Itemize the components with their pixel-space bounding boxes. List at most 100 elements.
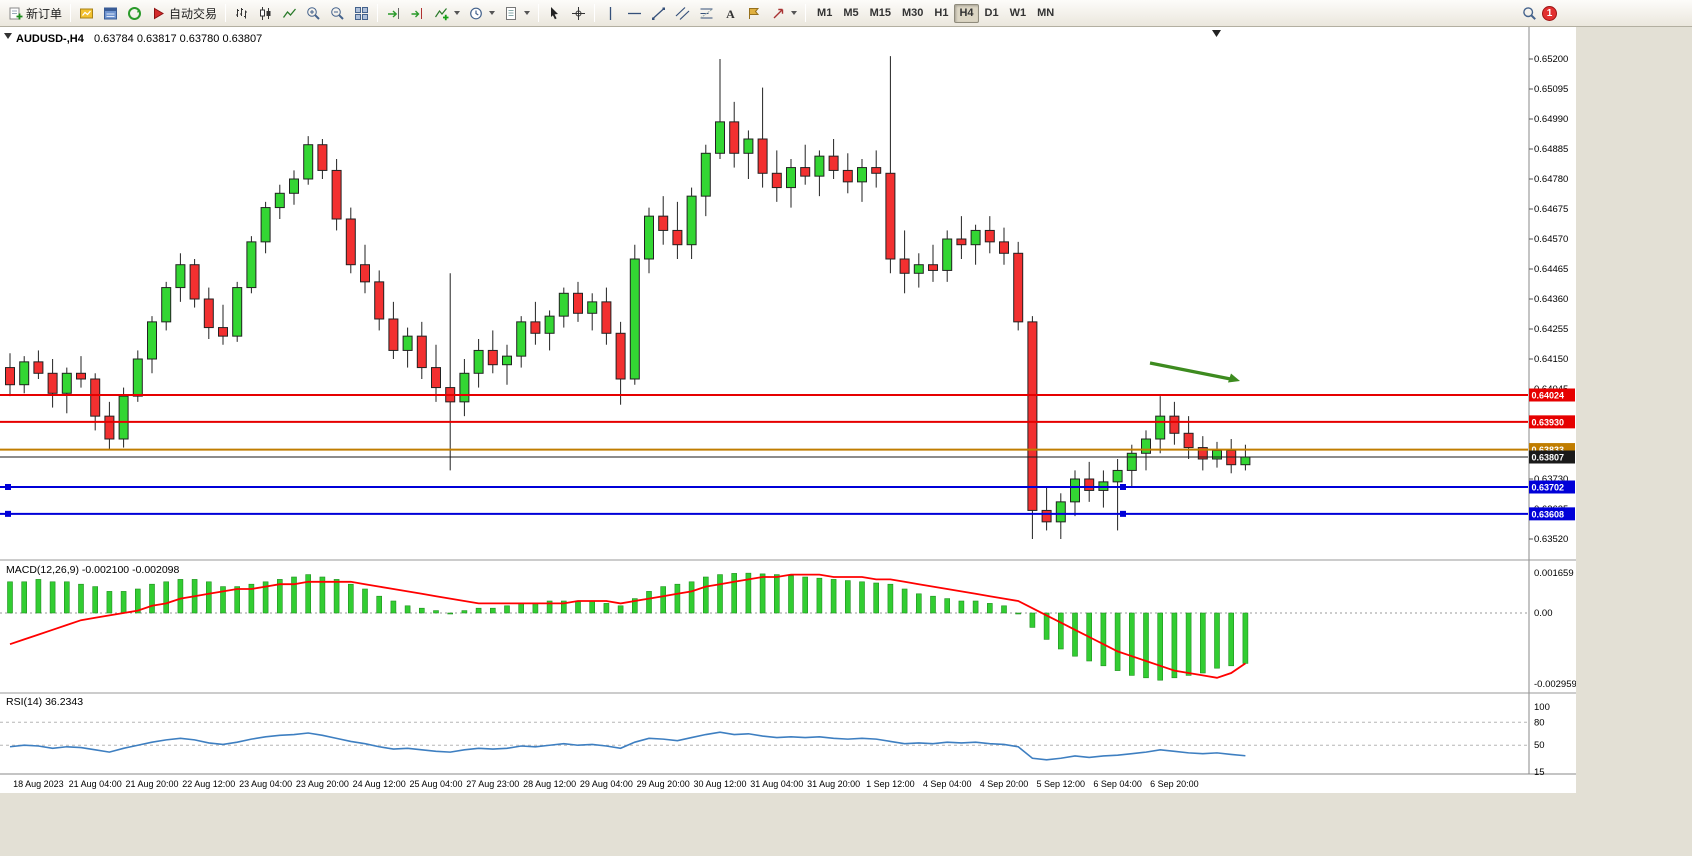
candles <box>5 56 1251 539</box>
price-chart[interactable]: AUDUSD-,H4 0.63784 0.63817 0.63780 0.6380… <box>0 27 1577 793</box>
navigator-icon <box>104 7 118 19</box>
timeframe-button-m15[interactable]: M15 <box>869 7 891 19</box>
trend-arrow-head <box>1228 373 1240 383</box>
dropdown-caret <box>489 11 496 15</box>
trend-arrow[interactable] <box>1149 361 1234 382</box>
text-button[interactable]: A <box>719 3 742 24</box>
price-badge <box>1529 415 1575 429</box>
svg-text:50: 50 <box>1534 740 1545 751</box>
time-axis-label: 27 Aug 23:00 <box>466 779 519 789</box>
price-tick-label: 0.63730 <box>1534 474 1568 485</box>
timeframe-button-h1[interactable]: H1 <box>934 7 949 19</box>
hline-handle[interactable] <box>1120 484 1126 491</box>
svg-text:15: 15 <box>1534 767 1545 778</box>
price-tick-label: 0.63520 <box>1534 534 1568 545</box>
cursor-icon <box>551 6 559 19</box>
dropdown-caret <box>454 11 461 15</box>
toolbar-separator <box>594 4 596 22</box>
candlestick-chart-type-button[interactable] <box>254 3 277 24</box>
price-badge <box>1529 388 1575 402</box>
channel-button[interactable] <box>671 3 694 24</box>
cursor-button[interactable] <box>543 3 566 24</box>
timeframe-button-m30[interactable]: M30 <box>902 7 924 19</box>
zoom-in-button[interactable] <box>302 3 325 24</box>
indicators-icon <box>435 7 449 20</box>
zoom-out-button[interactable] <box>326 3 349 24</box>
chart-shift-icon <box>411 7 423 19</box>
bottom-dock <box>0 793 1692 856</box>
rsi-line <box>9 731 1246 761</box>
crosshair-button[interactable] <box>567 3 590 24</box>
fibonacci-button[interactable] <box>695 3 718 24</box>
tile-windows-icon <box>355 6 369 20</box>
hline-handle[interactable] <box>5 510 11 517</box>
timeframe-button-mn[interactable]: MN <box>1037 7 1055 19</box>
terminal-button[interactable] <box>123 3 146 24</box>
bar-chart-type-button[interactable] <box>230 3 253 24</box>
macd-label: MACD(12,26,9) -0.002100 -0.002098 <box>6 564 180 576</box>
vertical-line-icon <box>609 6 612 20</box>
chart-ohlc-values: 0.63784 0.63817 0.63780 0.63807 <box>94 33 262 45</box>
candlestick-chart-icon <box>260 6 271 20</box>
trendline-button[interactable] <box>647 3 670 24</box>
chart-window: AUDUSD-,H4 0.63784 0.63817 0.63780 0.6380… <box>0 27 1577 793</box>
time-axis-label: 31 Aug 04:00 <box>750 779 803 789</box>
chart-title: AUDUSD-,H4 <box>16 33 85 45</box>
time-axis-label: 30 Aug 12:00 <box>693 779 746 789</box>
horizontal-line-icon <box>628 12 642 14</box>
terminal-icon <box>128 6 142 20</box>
templates-icon <box>506 6 517 20</box>
dropdown-caret <box>524 11 531 15</box>
indicators-button[interactable] <box>430 3 464 24</box>
dropdown-caret <box>791 11 798 15</box>
rsi-label: RSI(14) 36.2343 <box>6 696 83 708</box>
price-tick-label: 0.64360 <box>1534 294 1568 305</box>
autotrading-label: 自动交易 <box>169 6 218 21</box>
toolbar-right-pad <box>1558 13 1688 14</box>
time-axis-label: 4 Sep 04:00 <box>923 779 972 789</box>
timeframe-button-m1[interactable]: M1 <box>817 7 833 19</box>
horizontal-line-button[interactable] <box>623 3 646 24</box>
time-axis-label: 29 Aug 20:00 <box>637 779 690 789</box>
time-axis-label: 23 Aug 20:00 <box>296 779 349 789</box>
svg-text:-0.002959: -0.002959 <box>1534 679 1576 690</box>
macd-signal-line <box>9 573 1246 679</box>
chart-shift-button[interactable] <box>406 3 429 24</box>
time-axis-label: 22 Aug 12:00 <box>182 779 235 789</box>
data-window-icon <box>80 8 94 18</box>
hline-handle[interactable] <box>5 484 11 491</box>
timeframe-group: M1 M5 M15 M30 H1 H4 D1 W1 MN <box>812 3 1059 23</box>
timeframe-button-m5[interactable]: M5 <box>843 7 859 19</box>
timeframe-button-w1[interactable]: W1 <box>1009 7 1027 19</box>
price-tick-label: 0.65200 <box>1534 54 1568 65</box>
time-axis-label: 24 Aug 12:00 <box>353 779 406 789</box>
one-click-trading-toggle[interactable] <box>4 33 12 39</box>
bar-chart-icon <box>236 7 248 18</box>
svg-text:A: A <box>726 7 735 21</box>
autotrading-button[interactable]: 自动交易 <box>147 3 221 24</box>
toolbar-separator <box>538 4 540 22</box>
time-axis-label: 18 Aug 2023 <box>13 779 64 789</box>
data-window-button[interactable] <box>75 3 98 24</box>
timeframe-button-d1[interactable]: D1 <box>984 7 999 19</box>
svg-text:0.001659: 0.001659 <box>1534 568 1574 579</box>
time-axis-label: 5 Sep 12:00 <box>1037 779 1086 789</box>
auto-scroll-button[interactable] <box>382 3 405 24</box>
timeframe-button-h4[interactable]: H4 <box>954 3 979 23</box>
notification-badge[interactable]: 1 <box>1542 5 1557 21</box>
price-tick-label: 0.65095 <box>1534 84 1568 95</box>
periods-button[interactable] <box>465 3 499 24</box>
templates-button[interactable] <box>500 3 534 24</box>
main-toolbar: 新订单 自动交易 <box>0 0 1692 27</box>
arrows-button[interactable] <box>767 3 801 24</box>
svg-text:0.63833: 0.63833 <box>1532 445 1565 455</box>
new-order-button[interactable]: 新订单 <box>4 3 66 24</box>
navigator-button[interactable] <box>99 3 122 24</box>
zoom-out-icon <box>331 6 344 20</box>
label-button[interactable] <box>743 3 766 24</box>
hline-handle[interactable] <box>1120 510 1126 517</box>
line-chart-type-button[interactable] <box>278 3 301 24</box>
search-button[interactable] <box>1518 3 1541 24</box>
tile-windows-button[interactable] <box>350 3 373 24</box>
vertical-line-button[interactable] <box>599 3 622 24</box>
